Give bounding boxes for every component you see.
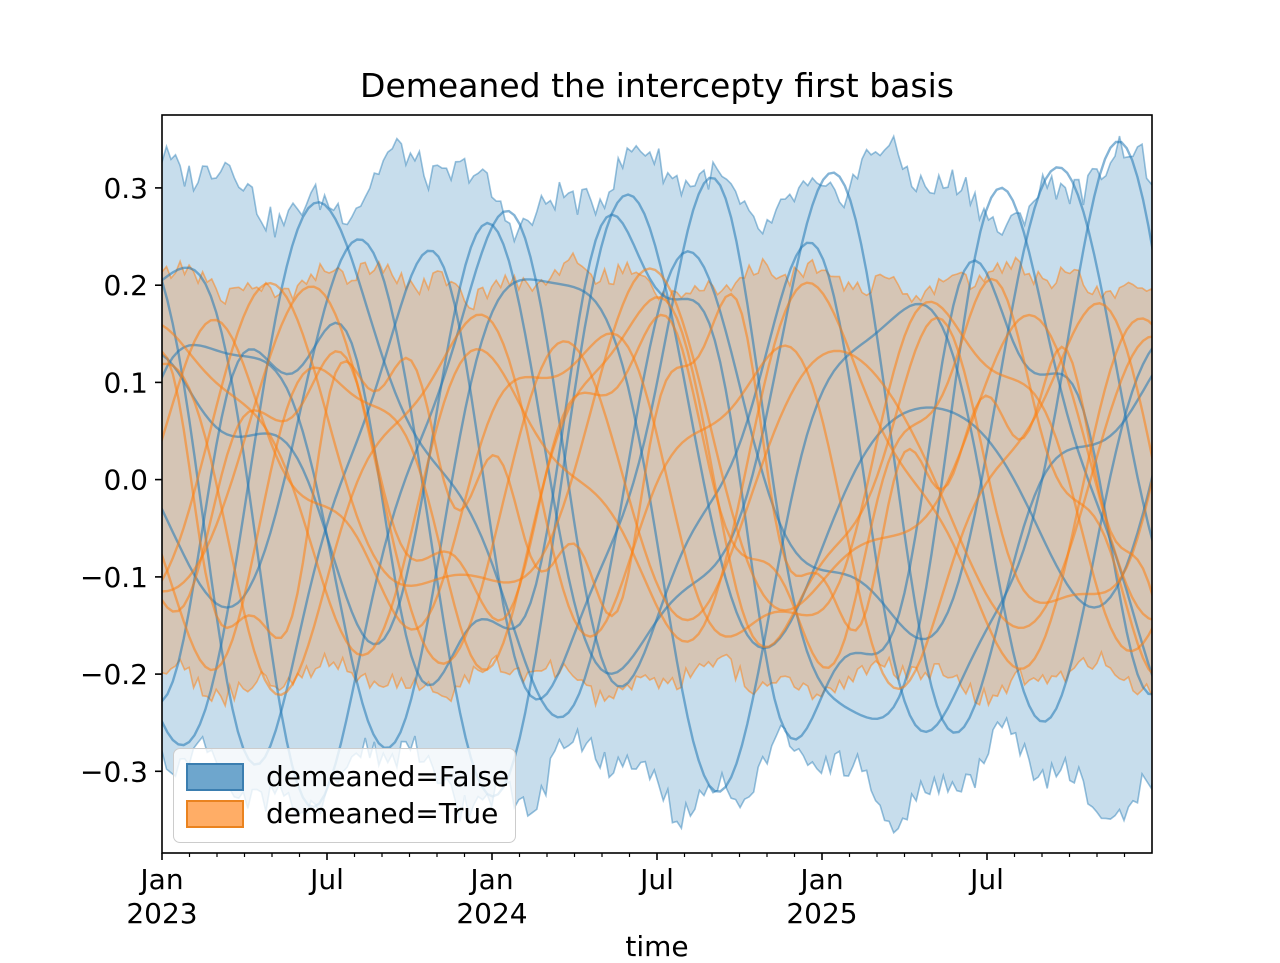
legend-swatch-demeaned-true — [186, 800, 244, 829]
sample-path-demeaned-true-7 — [162, 277, 1152, 675]
legend-item-demeaned-true: demeaned=True — [186, 797, 503, 831]
sample-path-demeaned-false-4 — [162, 193, 1152, 798]
sample-path-demeaned-false-5 — [162, 213, 1152, 741]
band-edge-top-1 — [162, 251, 1152, 311]
sample-path-demeaned-true-3 — [162, 302, 1152, 697]
x-axis-tick-label: Jan — [138, 863, 183, 896]
sample-path-demeaned-true-4 — [162, 285, 1152, 665]
y-axis-tick-label: −0.2 — [80, 658, 148, 691]
legend-label-demeaned-true: demeaned=True — [266, 797, 499, 831]
sample-path-demeaned-false-1 — [162, 176, 1152, 766]
x-axis-tick-label: Jan — [798, 863, 843, 896]
y-axis-tick-label: 0.2 — [103, 269, 148, 302]
x-axis-tick-label: Jul — [638, 863, 674, 896]
sample-path-demeaned-false-6 — [162, 171, 1152, 734]
legend-label-demeaned-false: demeaned=False — [266, 759, 510, 793]
sample-path-demeaned-true-6 — [162, 292, 1152, 639]
x-axis-tick-year-label: 2024 — [456, 897, 527, 930]
band-edge-bottom-1 — [162, 649, 1152, 709]
sample-path-demeaned-true-5 — [162, 300, 1152, 653]
sample-path-demeaned-true-1 — [162, 296, 1152, 672]
legend-item-demeaned-false: demeaned=False — [186, 762, 509, 791]
x-axis-tick-label: Jul — [968, 863, 1004, 896]
y-axis-tick-label: 0.0 — [103, 464, 148, 497]
x-axis-tick-year-label: 2023 — [126, 897, 197, 930]
y-axis-tick-label: −0.3 — [80, 755, 148, 788]
legend: demeaned=False demeaned=True — [173, 748, 516, 843]
sample-path-demeaned-true-2 — [162, 267, 1152, 621]
plot-clip-group — [162, 133, 1152, 835]
x-axis-tick-year-label: 2025 — [786, 897, 857, 930]
y-axis-tick-label: −0.1 — [80, 561, 148, 594]
band-edge-top-0 — [162, 133, 1152, 244]
sample-path-demeaned-false-2 — [162, 166, 1152, 747]
sample-path-demeaned-true-0 — [162, 281, 1152, 670]
x-axis-title: time — [625, 930, 689, 963]
x-axis-tick-label: Jan — [468, 863, 513, 896]
y-axis-tick-label: 0.3 — [103, 172, 148, 205]
y-axis-tick-label: 0.1 — [103, 366, 148, 399]
chart-title: Demeaned the intercepty first basis — [360, 66, 954, 105]
legend-swatch-demeaned-false — [186, 762, 244, 791]
sample-path-demeaned-false-0 — [162, 278, 1152, 793]
x-axis-tick-label: Jul — [308, 863, 344, 896]
